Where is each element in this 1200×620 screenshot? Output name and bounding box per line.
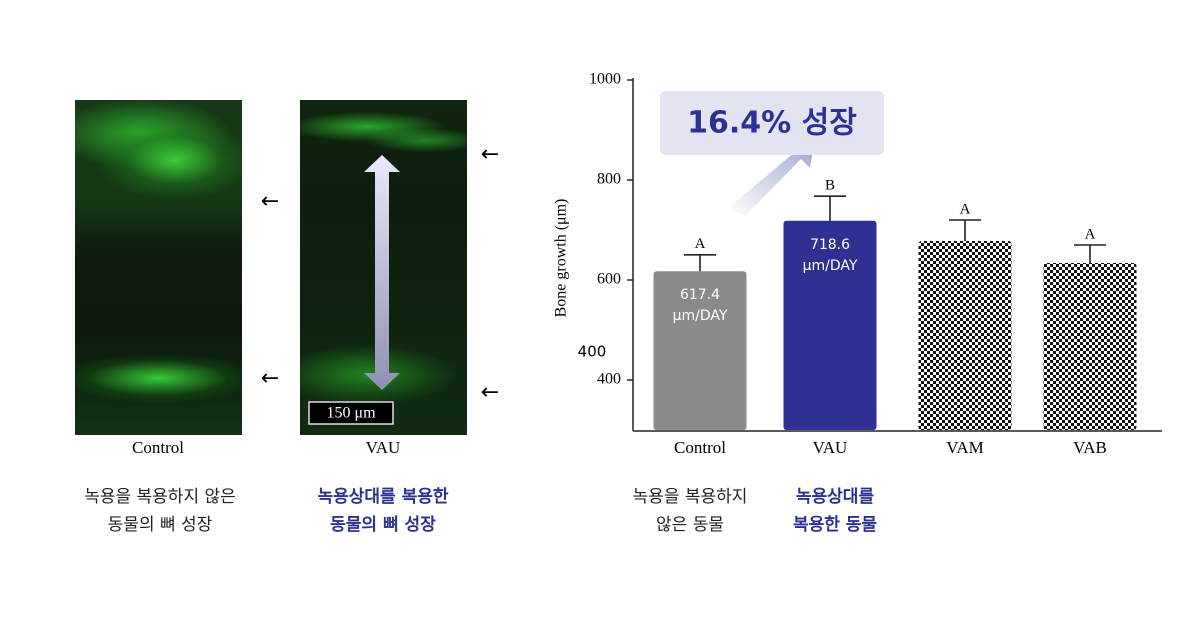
- micrograph: [75, 100, 242, 435]
- value-label: 718.6 μm/DAY: [802, 236, 858, 274]
- image-label: Control: [132, 438, 184, 457]
- significance-letter: A: [695, 236, 706, 252]
- y-tick-label: 400: [597, 371, 621, 388]
- y-tick-label: 1000: [589, 71, 621, 88]
- scale-bar: [308, 401, 394, 425]
- bar: [1043, 263, 1137, 430]
- arrow: ←: [481, 380, 499, 405]
- bar: [653, 271, 747, 430]
- value-label-box: 617.4 μm/DAY: [672, 287, 728, 325]
- caption: 녹용을 복용하지 않은 동물: [632, 487, 748, 535]
- callout-arrow: [728, 138, 815, 216]
- double-arrow: [364, 155, 400, 390]
- bar: [783, 220, 877, 430]
- x-tick-label: VAM: [946, 438, 983, 457]
- arrow: ←: [481, 142, 499, 167]
- value-label-box: 718.6 μm/DAY: [802, 236, 858, 274]
- caption: 녹용상대를 복용한 동물: [792, 487, 878, 535]
- caption: 녹용상대를 복용한 동물의 뼈 성장: [317, 487, 449, 535]
- significance-letter: B: [825, 178, 835, 194]
- annotation: 400: [578, 343, 607, 361]
- x-tick-label: Control: [674, 438, 726, 457]
- x-tick-label: VAU: [813, 438, 848, 457]
- arrow: ←: [261, 189, 279, 214]
- significance-letter: A: [960, 201, 971, 217]
- x-tick-label: VAB: [1073, 438, 1107, 457]
- y-axis-title: Bone growth (μm): [553, 199, 570, 318]
- error-bar: [949, 219, 981, 241]
- error-bar: [1074, 244, 1106, 263]
- callout: 16.4% 성장: [687, 106, 857, 141]
- error-bar: [684, 254, 716, 272]
- y-tick-label: 600: [597, 271, 621, 288]
- significance-letter: A: [1085, 226, 1096, 242]
- caption: 녹용을 복용하지 않은 동물의 뼈 성장: [84, 487, 236, 535]
- scale-bar-label: 150 μm: [326, 405, 376, 422]
- bar: [918, 241, 1012, 430]
- image-label: VAU: [366, 438, 401, 457]
- micrograph: [300, 100, 467, 435]
- value-label: 617.4 μm/DAY: [672, 287, 728, 325]
- y-tick-label: 800: [597, 171, 621, 188]
- arrow: ←: [261, 366, 279, 391]
- error-bar: [814, 195, 846, 221]
- callout-box: [660, 91, 884, 155]
